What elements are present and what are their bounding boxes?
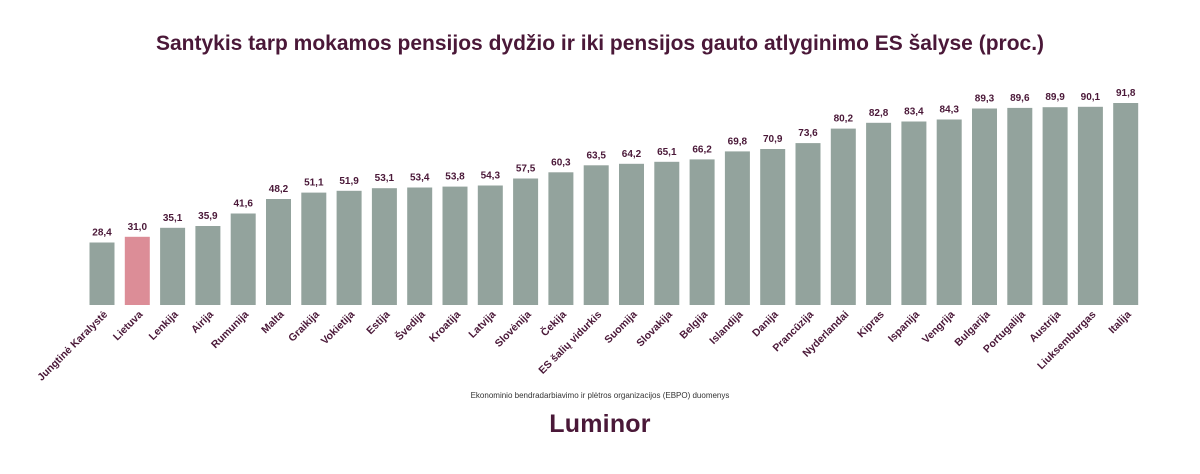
tick-label: Lenkija [147, 309, 181, 343]
data-label: 70,9 [763, 134, 783, 145]
tick-label: Jungtinė Karalystė [35, 309, 110, 384]
bar [301, 192, 327, 305]
data-label: 54,3 [481, 171, 501, 182]
tick-label: Čekija [538, 308, 569, 339]
data-label: 73,6 [798, 128, 818, 139]
bar [477, 185, 503, 305]
bar [230, 213, 256, 305]
bar [1113, 103, 1139, 305]
tick-label: Islandija [707, 309, 745, 347]
tick-label: Ispanija [886, 309, 922, 345]
data-label: 80,2 [834, 114, 854, 125]
bar [1042, 107, 1068, 305]
bar [760, 149, 786, 305]
tick-label: Estija [364, 309, 392, 337]
bar [936, 119, 962, 305]
tick-label: Danija [750, 309, 781, 340]
tick-label: Vokietija [319, 309, 358, 348]
bar [124, 236, 150, 305]
bar [866, 122, 892, 305]
bar [1077, 106, 1103, 305]
data-label: 65,1 [657, 147, 677, 158]
data-label: 51,1 [304, 178, 324, 189]
tick-label: ES šalių vidurkis [536, 309, 604, 377]
tick-label: Latvija [466, 309, 498, 341]
tick-label: Lietuva [111, 309, 146, 344]
bar [689, 159, 715, 305]
chart-title: Santykis tarp mokamos pensijos dydžio ir… [155, 32, 1045, 55]
data-label: 82,8 [869, 108, 889, 119]
data-label: 89,9 [1045, 92, 1065, 103]
bar [336, 190, 362, 305]
tick-label: Švedija [393, 308, 428, 343]
data-label: 31,0 [128, 222, 148, 233]
bar [795, 143, 821, 305]
bar [266, 199, 291, 305]
bar-chart: 28,4 Jungtinė Karalystė 31,0 Lietuva 35,1 Len… [35, 88, 1139, 384]
data-label: 90,1 [1081, 92, 1101, 103]
tick-label: Malta [259, 309, 287, 337]
bar [89, 242, 115, 305]
data-label: 41,6 [233, 199, 253, 210]
bar [972, 108, 997, 305]
data-label: 91,8 [1116, 88, 1136, 99]
data-label: 69,8 [728, 136, 748, 147]
bar [724, 151, 750, 305]
bar [371, 188, 397, 305]
bar [583, 165, 609, 305]
bar [654, 161, 680, 305]
tick-label: Austrija [1027, 309, 1063, 345]
data-label: 63,5 [586, 150, 606, 161]
source-note: Ekonominio bendradarbiavimo ir plėtros o… [470, 391, 730, 400]
tick-label: Airija [189, 309, 216, 336]
tick-label: Kroatija [427, 309, 463, 345]
data-label: 66,2 [692, 144, 712, 155]
data-label: 64,2 [622, 149, 642, 160]
tick-label: Rumunija [209, 309, 251, 351]
bar [901, 121, 927, 305]
tick-label: Slovėnija [493, 309, 534, 350]
data-label: 60,3 [551, 157, 571, 168]
tick-label: Graikija [286, 309, 322, 345]
bar [548, 172, 574, 305]
tick-label: Slovakija [634, 309, 675, 350]
bar [407, 187, 433, 305]
bar [513, 178, 539, 305]
data-label: 83,4 [904, 107, 924, 118]
tick-label: Italija [1106, 309, 1134, 337]
data-label: 53,4 [410, 173, 430, 184]
data-label: 35,9 [198, 211, 218, 222]
bar [160, 227, 186, 305]
data-label: 35,1 [163, 213, 183, 224]
tick-label: Belgija [677, 309, 710, 342]
brand-logo: Luminor [549, 410, 651, 438]
bar [442, 186, 468, 305]
data-label: 53,8 [445, 172, 465, 183]
data-label: 57,5 [516, 164, 536, 175]
data-label: 48,2 [269, 184, 289, 195]
bar [195, 226, 221, 305]
data-label: 89,3 [975, 94, 995, 105]
bar [830, 128, 856, 305]
data-label: 89,6 [1010, 93, 1030, 104]
bar [619, 163, 644, 305]
data-label: 84,3 [939, 105, 959, 116]
data-label: 51,9 [339, 176, 359, 187]
tick-label: Kipras [855, 309, 887, 341]
data-label: 53,1 [375, 173, 395, 184]
bar [1007, 107, 1033, 306]
data-label: 28,4 [92, 228, 112, 239]
